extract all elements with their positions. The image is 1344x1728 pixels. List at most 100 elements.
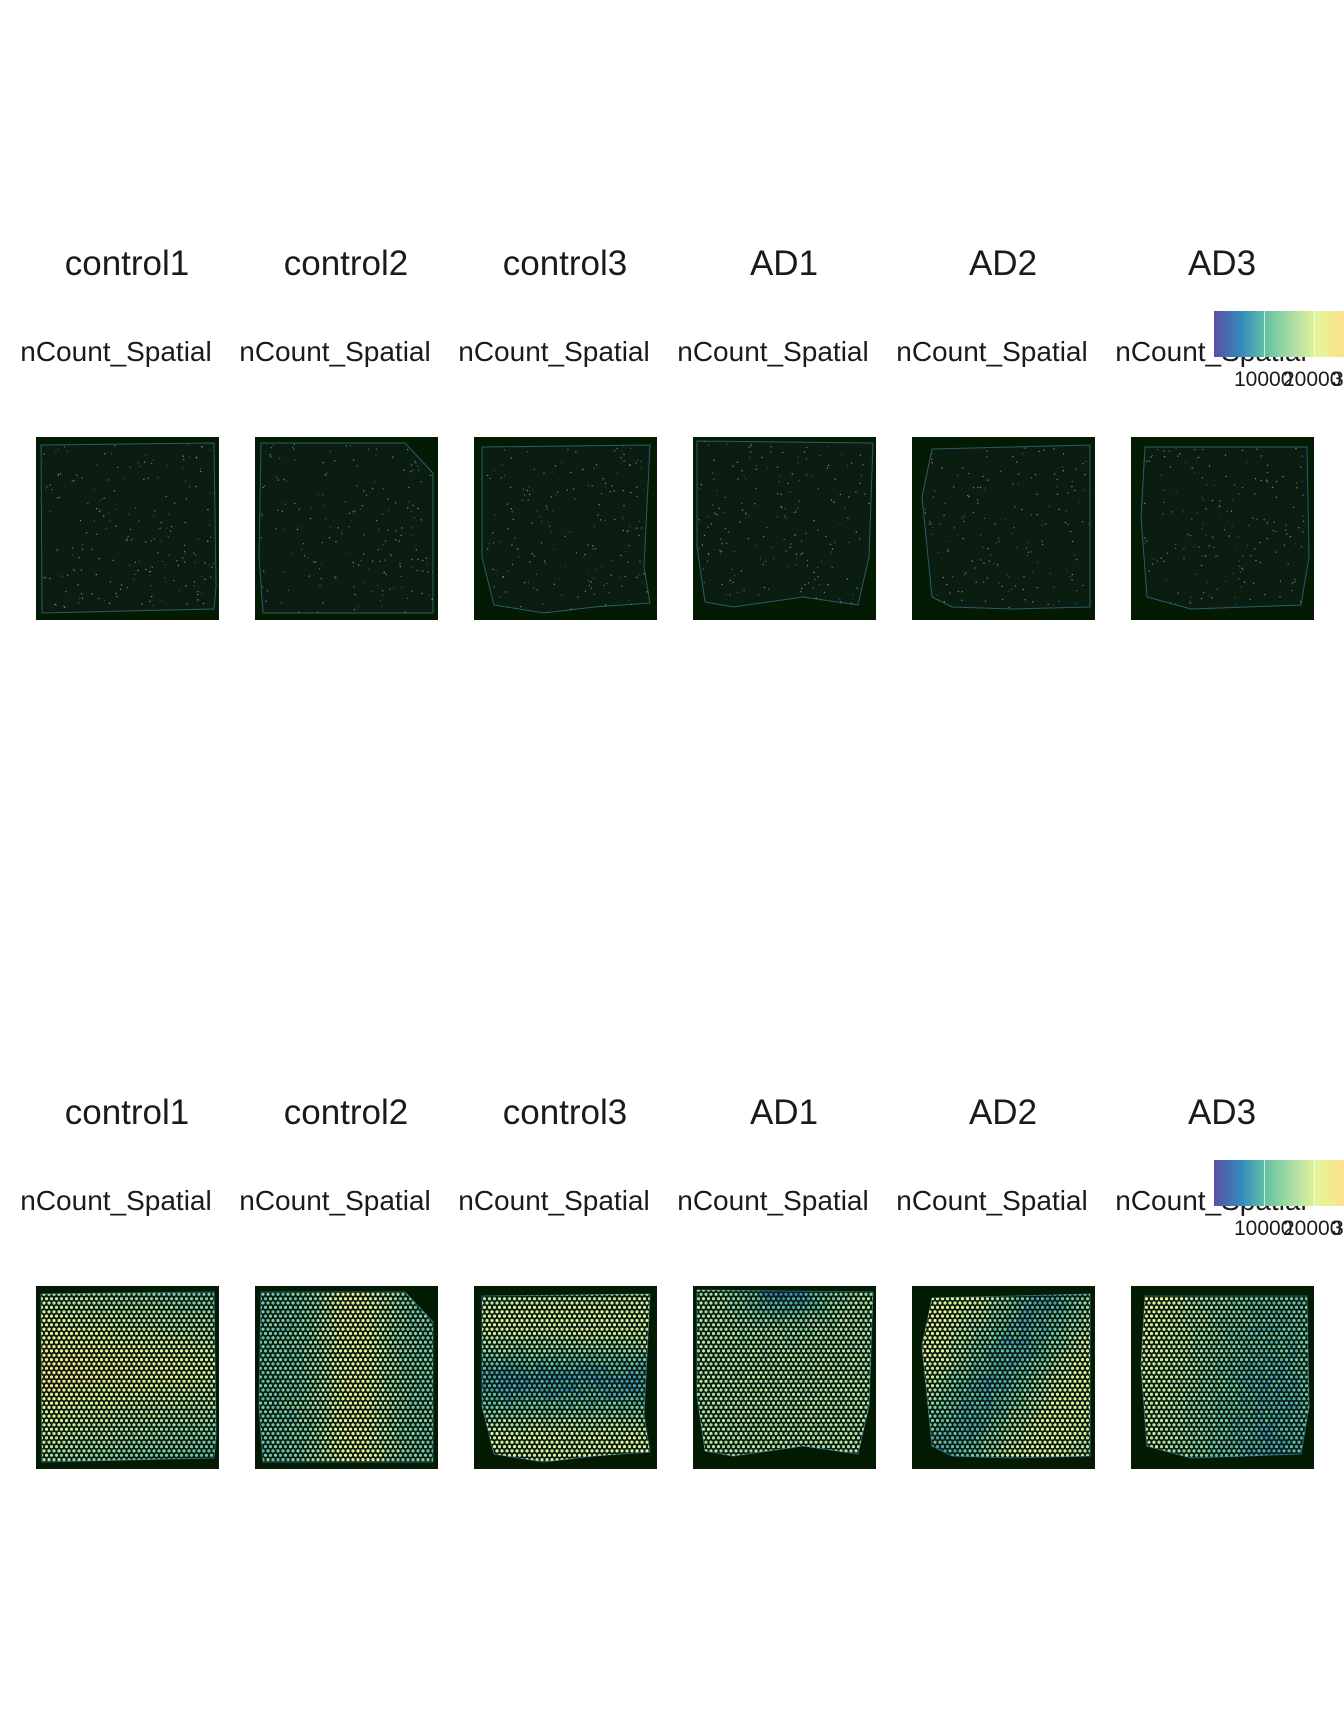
speckle xyxy=(1204,441,1205,442)
spot xyxy=(398,1453,402,1457)
feature-label: nCount_Spatial xyxy=(20,336,212,367)
spot xyxy=(176,1414,181,1418)
speckle xyxy=(600,566,603,568)
spot xyxy=(524,1318,529,1323)
speckle xyxy=(124,437,125,438)
spot xyxy=(273,1349,277,1353)
spot xyxy=(114,1297,118,1301)
spot xyxy=(61,1440,66,1444)
speckle xyxy=(772,558,774,560)
speckle xyxy=(960,599,962,601)
spot xyxy=(283,1323,287,1327)
spot xyxy=(305,1423,310,1427)
spot xyxy=(373,1288,376,1291)
speckle xyxy=(417,507,419,510)
spot xyxy=(280,1388,285,1392)
speckle xyxy=(1148,570,1150,572)
speckle xyxy=(780,506,782,509)
spot xyxy=(300,1327,305,1331)
spot xyxy=(539,1336,544,1340)
spot xyxy=(37,1406,40,1409)
speckle xyxy=(322,462,324,464)
spot xyxy=(156,1327,161,1331)
speckle xyxy=(156,552,158,554)
tissue-image-control2 xyxy=(254,1286,438,1469)
spot xyxy=(161,1414,166,1418)
spot xyxy=(121,1318,126,1323)
spot xyxy=(189,1427,193,1431)
spot xyxy=(82,1467,85,1469)
speckle xyxy=(322,504,324,507)
spot xyxy=(99,1331,103,1336)
spot xyxy=(59,1418,63,1423)
speckle xyxy=(618,577,621,579)
spot xyxy=(554,1310,559,1314)
spot xyxy=(587,1331,591,1336)
spot xyxy=(557,1297,561,1301)
spot xyxy=(375,1458,380,1462)
spot xyxy=(141,1449,146,1453)
spot xyxy=(111,1371,116,1375)
spot xyxy=(37,1371,40,1374)
spot xyxy=(624,1310,629,1314)
spot xyxy=(614,1345,619,1349)
spot xyxy=(547,1314,551,1318)
spot xyxy=(204,1314,208,1318)
spot xyxy=(64,1375,68,1379)
spot xyxy=(61,1362,66,1366)
spot xyxy=(54,1305,58,1309)
spot xyxy=(428,1366,432,1370)
spot xyxy=(154,1331,158,1336)
spot xyxy=(380,1449,385,1453)
spot xyxy=(179,1427,183,1431)
spot xyxy=(181,1310,186,1314)
spot xyxy=(328,1297,332,1301)
speckle xyxy=(391,456,394,458)
speckle xyxy=(544,563,546,565)
spot xyxy=(348,1297,352,1301)
spot xyxy=(104,1436,108,1440)
spot xyxy=(320,1379,325,1383)
spot xyxy=(186,1431,191,1436)
spot xyxy=(161,1336,166,1340)
spot xyxy=(330,1405,335,1409)
spot xyxy=(106,1301,111,1305)
spot xyxy=(86,1397,91,1401)
speckle xyxy=(415,549,417,551)
speckle xyxy=(783,508,786,510)
spot xyxy=(106,1379,111,1383)
speckle xyxy=(637,534,640,536)
spot xyxy=(338,1288,341,1291)
spot xyxy=(61,1327,66,1331)
spot xyxy=(194,1314,198,1318)
speckle xyxy=(1075,468,1077,470)
spot xyxy=(109,1375,113,1379)
spot xyxy=(385,1388,390,1392)
spot xyxy=(141,1345,146,1349)
spot xyxy=(111,1301,116,1305)
spot xyxy=(368,1297,372,1301)
spot xyxy=(134,1297,138,1301)
speckle xyxy=(165,527,167,529)
spot xyxy=(74,1418,78,1423)
speckle xyxy=(350,454,353,457)
spot xyxy=(492,1288,495,1291)
spot xyxy=(634,1327,639,1331)
speckle xyxy=(1145,460,1147,462)
spot xyxy=(134,1314,138,1318)
speckle xyxy=(635,441,636,442)
speckle xyxy=(377,549,379,551)
spot xyxy=(330,1431,335,1436)
spot xyxy=(121,1379,126,1383)
speckle xyxy=(1159,557,1162,559)
spot xyxy=(121,1458,126,1462)
speckle xyxy=(1165,613,1166,614)
spot xyxy=(144,1410,148,1414)
spot xyxy=(340,1301,345,1305)
speckle xyxy=(620,450,622,452)
spot xyxy=(303,1349,307,1353)
speckle xyxy=(997,537,999,539)
spot xyxy=(71,1405,76,1409)
spot xyxy=(430,1362,433,1366)
speckle xyxy=(409,511,412,513)
